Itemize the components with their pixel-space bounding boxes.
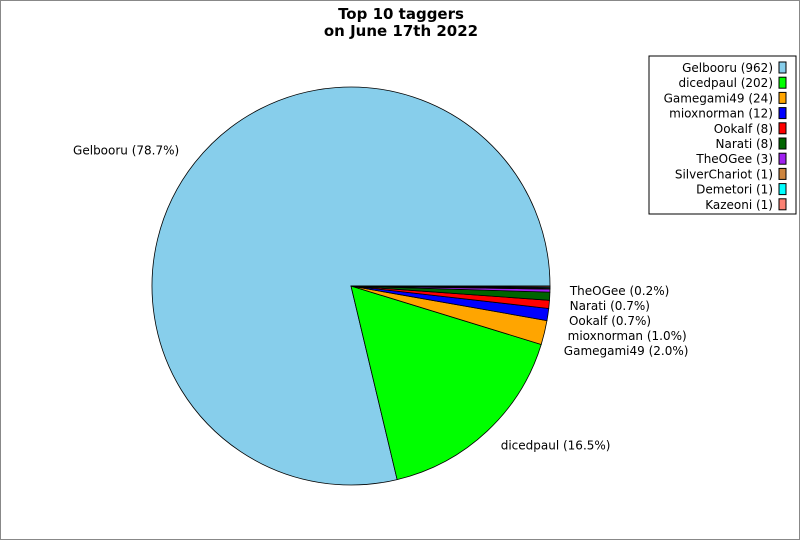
legend-swatch-silverchariot <box>778 167 787 180</box>
slice-label-narati: Narati (0.7%) <box>570 299 650 313</box>
pie-slice-gelbooru <box>151 86 551 486</box>
legend-entry-silverchariot: SilverChariot (1) <box>675 167 773 181</box>
legend-swatch-mioxnorman <box>778 107 787 120</box>
slice-label-mioxnorman: mioxnorman (1.0%) <box>568 329 687 343</box>
legend-entry-kazeoni: Kazeoni (1) <box>705 198 773 212</box>
pie-slice-kazeoni <box>350 285 551 288</box>
legend-swatch-gelbooru <box>778 61 787 74</box>
slice-labels: Gelbooru (78.7%) dicedpaul (16.5%) Gamegam… <box>73 143 688 452</box>
legend-swatch-kazeoni <box>778 198 787 211</box>
chart-title-line-2: on June 17th 2022 <box>324 22 478 40</box>
legend-swatch-ookalf <box>778 122 787 135</box>
legend-swatch-narati <box>778 137 787 150</box>
legend-entry-gamegami49: Gamegami49 (24) <box>664 91 773 105</box>
legend-entry-ookalf: Ookalf (8) <box>714 122 773 136</box>
legend-entry-demetori: Demetori (1) <box>696 183 773 197</box>
pie-slice-dicedpaul <box>350 285 542 481</box>
chart-title-line-1: Top 10 taggers <box>338 5 464 23</box>
legend-entry-narati: Narati (8) <box>716 137 773 151</box>
slice-label-ookalf: Ookalf (0.7%) <box>569 314 651 328</box>
slice-label-gelbooru: Gelbooru (78.7%) <box>73 143 179 157</box>
legend-entry-gelbooru: Gelbooru (962) <box>682 61 773 75</box>
slice-label-gamegami49: Gamegami49 (2.0%) <box>564 344 689 358</box>
legend-entry-dicedpaul: dicedpaul (202) <box>678 76 773 90</box>
legend-entry-theogee: TheOGee (3) <box>695 152 773 166</box>
legend-entry-mioxnorman: mioxnorman (12) <box>669 107 773 121</box>
slice-label-dicedpaul: dicedpaul (16.5%) <box>501 439 611 453</box>
legend-box <box>648 55 797 215</box>
slice-label-theogee: TheOGee (0.2%) <box>569 284 670 298</box>
legend-swatch-gamegami49 <box>778 91 787 104</box>
pie-slices <box>151 86 551 486</box>
legend-swatch-dicedpaul <box>778 76 787 89</box>
legend-swatch-demetori <box>778 183 787 196</box>
legend-swatch-theogee <box>778 152 787 165</box>
legend: Gelbooru (962)dicedpaul (202)Gamegami49 … <box>648 55 797 215</box>
